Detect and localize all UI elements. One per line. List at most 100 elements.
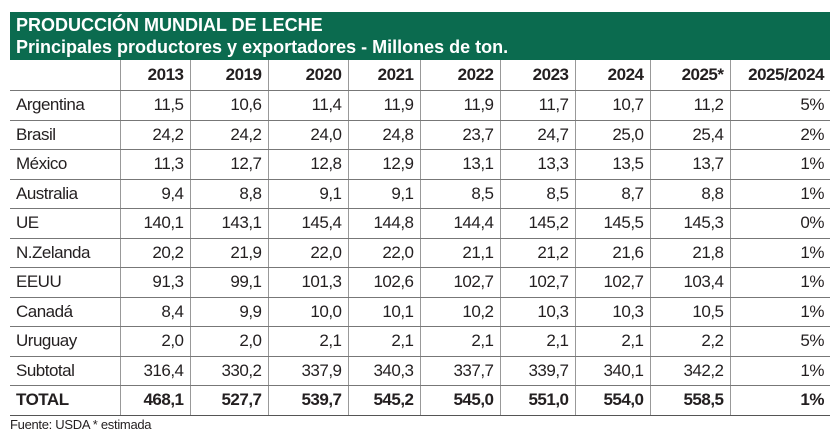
table-cell: 2,0 bbox=[189, 326, 268, 357]
table-row: EEUU 91,3 99,1 101,3 102,6 102,7 102,7 102,7 103… bbox=[10, 267, 830, 298]
column-header: 2025/2024 bbox=[729, 60, 830, 91]
row-label: UE bbox=[10, 208, 120, 239]
table-cell: 558,5 bbox=[649, 385, 730, 416]
table-cell: 2,1 bbox=[267, 326, 348, 357]
table-cell: 9,1 bbox=[267, 179, 348, 209]
row-label: Argentina bbox=[10, 90, 120, 121]
table-cell: 1% bbox=[729, 149, 830, 180]
table-cell: 145,2 bbox=[499, 208, 575, 239]
table-cell: 24,2 bbox=[119, 120, 190, 150]
table-cell: 145,5 bbox=[574, 208, 650, 239]
row-label: EEUU bbox=[10, 267, 120, 298]
table-cell: 10,3 bbox=[574, 297, 650, 327]
table-cell: 340,1 bbox=[574, 356, 650, 386]
table-cell: 10,0 bbox=[267, 297, 348, 327]
table-cell: 551,0 bbox=[499, 385, 575, 416]
table-cell: 330,2 bbox=[189, 356, 268, 386]
table-cell: 468,1 bbox=[119, 385, 190, 416]
table-row: Subtotal 316,4 330,2 337,9 340,3 337,7 339,7 34… bbox=[10, 356, 830, 386]
table-cell: 103,4 bbox=[649, 267, 730, 298]
table-cell: 5% bbox=[729, 90, 830, 121]
row-label: México bbox=[10, 149, 120, 180]
table-cell: 2,1 bbox=[419, 326, 500, 357]
table-cell: 13,7 bbox=[649, 149, 730, 180]
table-cell: 12,8 bbox=[267, 149, 348, 180]
column-header: 2025* bbox=[649, 60, 730, 91]
table-cell: 25,0 bbox=[574, 120, 650, 150]
row-label: N.Zelanda bbox=[10, 238, 120, 268]
table-cell: 145,3 bbox=[649, 208, 730, 239]
table-cell: 22,0 bbox=[267, 238, 348, 268]
table-cell: 21,2 bbox=[499, 238, 575, 268]
row-label: Canadá bbox=[10, 297, 120, 327]
table-cell: 99,1 bbox=[189, 267, 268, 298]
table-cell: 5% bbox=[729, 326, 830, 357]
table-cell: 21,9 bbox=[189, 238, 268, 268]
table-cell: 1% bbox=[729, 238, 830, 268]
table-cell: 554,0 bbox=[574, 385, 650, 416]
table-cell: 527,7 bbox=[189, 385, 268, 416]
row-label: Subtotal bbox=[10, 356, 120, 386]
table-cell: 2% bbox=[729, 120, 830, 150]
table-cell: 10,2 bbox=[419, 297, 500, 327]
data-table: 2013 2019 2020 2021 2022 2023 2024 2025* 2025/20… bbox=[10, 60, 830, 416]
milk-production-table-figure: PRODUCCIÓN MUNDIAL DE LECHE Principales … bbox=[10, 12, 830, 432]
row-label: Uruguay bbox=[10, 326, 120, 357]
table-cell: 13,3 bbox=[499, 149, 575, 180]
table-cell: 21,8 bbox=[649, 238, 730, 268]
column-header: 2019 bbox=[189, 60, 268, 91]
table-cell: 1% bbox=[729, 356, 830, 386]
table-row: Canadá 8,4 9,9 10,0 10,1 10,2 10,3 10,3 10,5 1% bbox=[10, 297, 830, 327]
table-cell: 2,1 bbox=[347, 326, 420, 357]
table-cell: 8,8 bbox=[649, 179, 730, 209]
table-cell: 8,7 bbox=[574, 179, 650, 209]
table-cell: 11,9 bbox=[419, 90, 500, 121]
table-cell: 11,9 bbox=[347, 90, 420, 121]
table-cell: 11,3 bbox=[119, 149, 190, 180]
table-cell: 10,3 bbox=[499, 297, 575, 327]
row-label: Brasil bbox=[10, 120, 120, 150]
table-cell: 337,7 bbox=[419, 356, 500, 386]
column-header: 2023 bbox=[499, 60, 575, 91]
table-cell: 1% bbox=[729, 179, 830, 209]
table-cell: 24,7 bbox=[499, 120, 575, 150]
table-cell: 13,1 bbox=[419, 149, 500, 180]
table-cell: 102,7 bbox=[499, 267, 575, 298]
table-cell: 9,4 bbox=[119, 179, 190, 209]
table-cell: 12,7 bbox=[189, 149, 268, 180]
row-label: TOTAL bbox=[10, 385, 120, 416]
table-cell: 2,1 bbox=[499, 326, 575, 357]
table-row: Uruguay 2,0 2,0 2,1 2,1 2,1 2,1 2,1 2,2 5% bbox=[10, 326, 830, 357]
table-row: Australia 9,4 8,8 9,1 9,1 8,5 8,5 8,7 8,8 1% bbox=[10, 179, 830, 209]
column-header: 2024 bbox=[574, 60, 650, 91]
table-cell: 2,0 bbox=[119, 326, 190, 357]
table-cell: 24,2 bbox=[189, 120, 268, 150]
table-row: UE 140,1 143,1 145,4 144,8 144,4 145,2 145,5 145… bbox=[10, 208, 830, 239]
column-header bbox=[10, 60, 120, 91]
table-cell: 10,5 bbox=[649, 297, 730, 327]
table-cell: 337,9 bbox=[267, 356, 348, 386]
table-header-banner: PRODUCCIÓN MUNDIAL DE LECHE Principales … bbox=[10, 12, 830, 60]
table-row: Brasil 24,2 24,2 24,0 24,8 23,7 24,7 25,0 25,4 2% bbox=[10, 120, 830, 150]
table-cell: 2,1 bbox=[574, 326, 650, 357]
table-cell: 143,1 bbox=[189, 208, 268, 239]
column-header: 2013 bbox=[119, 60, 190, 91]
table-cell: 545,0 bbox=[419, 385, 500, 416]
table-cell: 144,4 bbox=[419, 208, 500, 239]
table-row: México 11,3 12,7 12,8 12,9 13,1 13,3 13,5 13,7 1% bbox=[10, 149, 830, 180]
column-header: 2020 bbox=[267, 60, 348, 91]
table-cell: 2,2 bbox=[649, 326, 730, 357]
table-cell: 22,0 bbox=[347, 238, 420, 268]
table-cell: 101,3 bbox=[267, 267, 348, 298]
table-cell: 10,1 bbox=[347, 297, 420, 327]
table-cell: 545,2 bbox=[347, 385, 420, 416]
table-cell: 340,3 bbox=[347, 356, 420, 386]
table-row: N.Zelanda 20,2 21,9 22,0 22,0 21,1 21,2 21,6 21,… bbox=[10, 238, 830, 268]
header-row: 2013 2019 2020 2021 2022 2023 2024 2025* 2025/20… bbox=[10, 60, 830, 91]
table-cell: 23,7 bbox=[419, 120, 500, 150]
table-cell: 24,8 bbox=[347, 120, 420, 150]
table-cell: 91,3 bbox=[119, 267, 190, 298]
column-header: 2022 bbox=[419, 60, 500, 91]
table-cell: 1% bbox=[729, 297, 830, 327]
table-cell: 11,7 bbox=[499, 90, 575, 121]
